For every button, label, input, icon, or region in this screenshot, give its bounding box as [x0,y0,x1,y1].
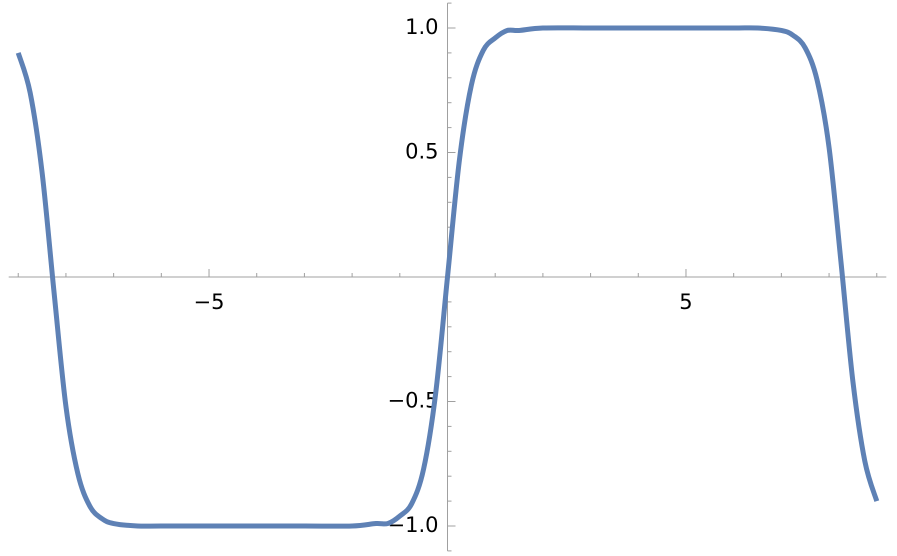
y-tick-label: 0.5 [405,140,438,164]
x-tick-label: 5 [679,290,692,314]
y-tick-label: −0.5 [388,389,439,413]
line-series [15,25,880,529]
x-tick-label: −5 [194,290,225,314]
y-tick-label: 1.0 [405,15,438,39]
